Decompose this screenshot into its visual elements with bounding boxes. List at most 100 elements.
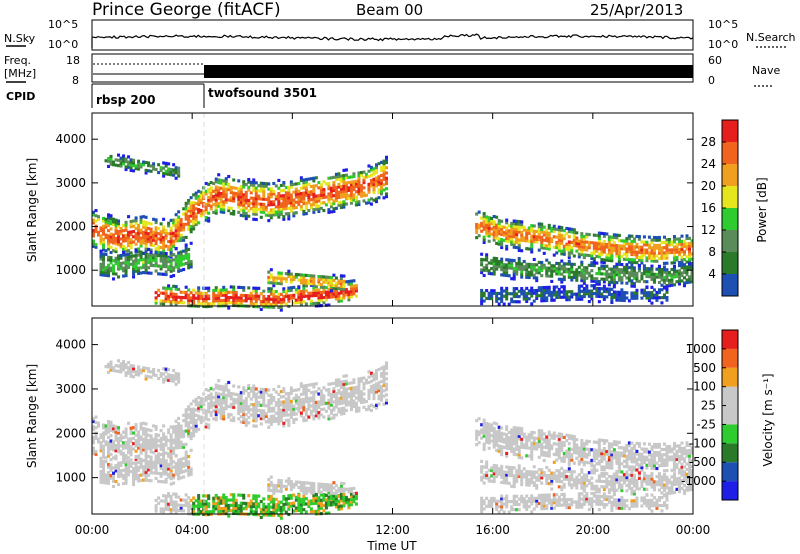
power-cell — [525, 247, 529, 251]
power-cell — [487, 234, 491, 238]
power-cell — [114, 261, 118, 266]
power-cell — [227, 198, 231, 202]
velocity-cell — [304, 386, 308, 390]
power-cell — [627, 260, 631, 264]
velocity-cell — [197, 496, 201, 500]
velocity-cell — [239, 504, 243, 508]
power-cell — [595, 233, 599, 238]
power-cell — [332, 175, 336, 179]
power-cell — [184, 285, 188, 289]
power-cell — [560, 285, 564, 289]
power-cell — [660, 273, 664, 277]
velocity-cell — [182, 432, 186, 436]
power-cell — [254, 204, 258, 208]
power-cell — [535, 291, 539, 295]
velocity-cell — [112, 471, 116, 475]
power-cell — [565, 267, 569, 271]
velocity-cell — [359, 398, 363, 402]
power-cell — [567, 227, 571, 231]
velocity-cell — [109, 420, 113, 424]
power-cell — [657, 280, 661, 285]
power-cell — [547, 244, 551, 248]
velocity-cell — [284, 400, 288, 404]
power-cell — [317, 296, 321, 300]
power-cell — [597, 231, 601, 235]
power-cell — [329, 176, 333, 180]
velocity-cell — [174, 425, 178, 429]
velocity-cell — [292, 412, 296, 416]
power-cell — [622, 257, 626, 261]
power-cell — [137, 226, 141, 230]
power-cell — [690, 274, 694, 279]
power-cell — [622, 296, 626, 300]
velocity-cell — [189, 506, 193, 511]
velocity-cell — [289, 415, 293, 419]
power-cell — [132, 224, 136, 228]
power-cell — [134, 219, 138, 223]
velocity-cell — [152, 424, 156, 428]
velocity-cell — [239, 420, 243, 424]
power-cell — [344, 184, 348, 188]
power-cell — [665, 245, 669, 250]
power-cell — [204, 215, 208, 220]
velocity-cell — [382, 381, 386, 385]
velocity-cell — [337, 407, 341, 411]
power-cell — [219, 194, 223, 198]
power-cell — [137, 266, 141, 270]
power-cell — [264, 300, 268, 304]
velocity-cell — [159, 429, 163, 433]
velocity-cell — [352, 386, 356, 390]
velocity-cell — [379, 393, 383, 397]
power-cell — [525, 231, 529, 235]
power-cell — [122, 269, 126, 273]
power-cell — [527, 239, 531, 243]
velocity-cell — [214, 418, 218, 422]
velocity-cell — [169, 474, 173, 478]
velocity-cell — [172, 449, 176, 453]
power-cell — [602, 240, 606, 244]
power-cell — [262, 195, 266, 199]
power-cell — [487, 239, 491, 243]
power-cell — [287, 294, 291, 298]
power-cell — [202, 297, 206, 301]
power-cell — [540, 291, 544, 295]
velocity-cell — [109, 468, 113, 472]
power-cell — [342, 176, 346, 180]
power-cell — [657, 275, 661, 279]
power-cell — [625, 247, 629, 251]
velocity-cell — [319, 413, 323, 417]
velocity-cell — [152, 368, 156, 372]
velocity-cell — [252, 389, 256, 393]
velocity-cell — [214, 391, 218, 395]
power-cell — [662, 285, 666, 289]
power-cell — [272, 295, 276, 299]
power-cell — [660, 288, 664, 292]
velocity-cell — [197, 409, 201, 413]
power-cell — [384, 192, 388, 196]
power-cell — [572, 230, 576, 234]
velocity-cell — [279, 395, 283, 399]
velocity-cell — [287, 413, 291, 417]
velocity-cell — [209, 397, 213, 401]
velocity-cell — [109, 365, 113, 369]
velocity-cell — [207, 404, 211, 409]
power-cell — [172, 171, 176, 175]
velocity-cell — [154, 443, 158, 447]
velocity-cell — [304, 394, 308, 398]
power-cell — [652, 246, 656, 250]
power-cell — [595, 292, 599, 296]
velocity-cell — [127, 421, 131, 425]
velocity-cell — [257, 513, 261, 517]
power-cell — [244, 196, 248, 200]
power-cell — [247, 198, 251, 203]
velocity-cell — [129, 464, 133, 468]
power-cell — [139, 250, 143, 254]
velocity-cell — [312, 398, 316, 402]
power-cell — [187, 298, 191, 303]
power-cell — [267, 198, 271, 202]
power-cell — [585, 271, 589, 275]
power-cell — [567, 298, 571, 302]
power-cell — [129, 233, 133, 237]
power-cell — [184, 253, 188, 258]
power-cell — [515, 225, 519, 229]
